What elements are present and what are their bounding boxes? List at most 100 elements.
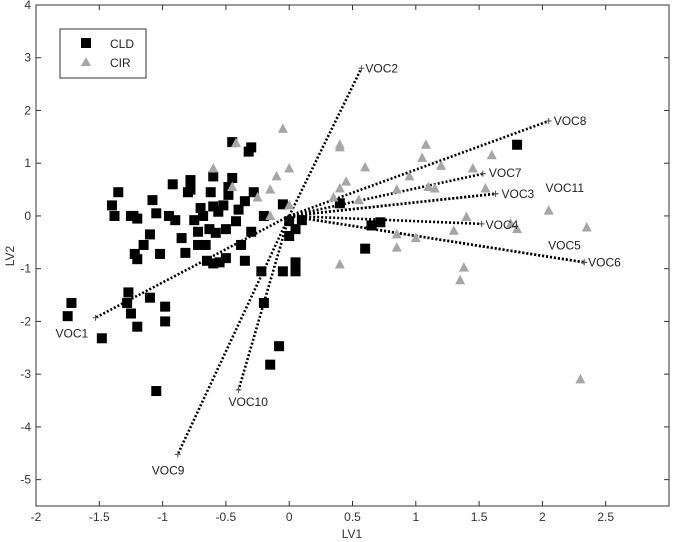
point-cld <box>360 243 371 254</box>
y-tick-label: 4 <box>24 0 31 12</box>
point-cld <box>213 206 224 217</box>
point-cir <box>265 210 276 220</box>
x-tick-label: 0 <box>286 510 293 524</box>
point-cld <box>227 137 238 148</box>
point-cir <box>231 137 242 148</box>
point-cir <box>420 139 431 149</box>
point-cld <box>96 333 107 344</box>
point-cld <box>231 216 242 227</box>
point-cld <box>193 226 204 237</box>
point-cld <box>132 254 143 265</box>
point-cld <box>208 258 219 269</box>
point-cld <box>208 171 219 182</box>
point-cld <box>210 227 221 238</box>
loading-label-voc9: VOC9 <box>152 463 185 477</box>
point-cld <box>246 226 257 237</box>
loading-vector-voc1 <box>94 214 290 319</box>
y-tick-label: 3 <box>24 51 31 65</box>
point-cld <box>256 266 267 277</box>
point-cld <box>151 208 162 219</box>
point-cld <box>208 201 219 212</box>
point-cir <box>208 162 219 173</box>
point-cld <box>258 297 269 308</box>
loading-tip-voc8 <box>545 118 552 125</box>
point-cld <box>170 215 181 226</box>
point-cld <box>239 255 250 266</box>
legend-marker-cir <box>81 57 91 66</box>
point-cld <box>290 224 301 235</box>
x-axis-label: LV1 <box>342 527 363 541</box>
point-cir <box>448 225 459 235</box>
point-cld <box>123 287 134 298</box>
point-cld <box>125 308 136 319</box>
point-cld <box>248 187 259 198</box>
point-cld <box>66 297 77 308</box>
x-tick-label: 2 <box>539 510 546 524</box>
point-cir <box>391 184 402 194</box>
loading-label-voc8: VOC8 <box>554 114 587 128</box>
x-tick-label: -2 <box>31 510 42 524</box>
loading-tip-voc9 <box>174 451 181 458</box>
point-cir <box>391 228 402 239</box>
point-cld <box>138 239 149 250</box>
point-cld <box>122 297 133 308</box>
point-cir <box>252 191 263 202</box>
point-cld <box>189 215 200 226</box>
point-cld <box>132 321 143 332</box>
y-tick-label: 1 <box>24 156 31 170</box>
point-cld <box>185 175 196 186</box>
point-cir <box>391 242 402 252</box>
loading-vectors <box>92 65 588 458</box>
point-cir <box>575 373 586 384</box>
point-cld <box>220 224 231 235</box>
point-cld <box>366 220 377 231</box>
point-cir <box>360 161 371 172</box>
loading-tip-voc10 <box>235 386 242 393</box>
loading-tip-voc4 <box>478 220 485 227</box>
point-cld <box>195 203 206 214</box>
loading-label-voc7: VOC7 <box>489 166 522 180</box>
x-tick-label: -1.5 <box>89 510 110 524</box>
loading-tip-voc1 <box>92 314 99 321</box>
point-cld <box>155 248 166 259</box>
loading-label-voc11: VOC11 <box>546 181 585 195</box>
loading-tip-voc11 <box>492 190 499 197</box>
loading-label-voc5: VOC5 <box>548 238 581 252</box>
loading-vector-voc2 <box>288 67 363 217</box>
point-cld <box>106 200 117 211</box>
point-cld <box>223 189 234 200</box>
loading-label-voc3: VOC3 <box>502 187 535 201</box>
point-cld <box>193 239 204 250</box>
legend-box <box>59 28 147 79</box>
point-cld <box>185 184 196 195</box>
point-cir <box>455 274 466 285</box>
point-cld <box>160 301 171 312</box>
loading-vector-voc4 <box>289 214 482 226</box>
point-cld <box>132 213 143 224</box>
point-cld <box>204 224 215 235</box>
point-cld <box>375 217 386 228</box>
point-cld <box>62 311 73 322</box>
point-cir <box>581 222 592 232</box>
point-cir <box>410 232 421 243</box>
y-tick-label: 2 <box>24 103 31 117</box>
point-cir <box>505 218 516 228</box>
loading-label-voc1: VOC1 <box>56 327 89 341</box>
point-cir <box>404 170 415 181</box>
point-cir <box>467 162 478 173</box>
point-cld <box>284 216 295 227</box>
point-cld <box>277 266 288 277</box>
point-cld <box>205 187 216 198</box>
loading-tip-voc7 <box>479 170 486 177</box>
point-cld <box>274 341 285 352</box>
loading-vector-voc6 <box>288 214 585 264</box>
point-cir <box>271 170 282 181</box>
y-tick-label: -3 <box>20 367 31 381</box>
point-cir <box>458 262 469 272</box>
legend-label-cir: CIR <box>110 56 131 70</box>
point-cir <box>543 205 554 215</box>
point-cir <box>341 176 352 186</box>
point-cld <box>163 210 174 221</box>
point-cld <box>144 229 155 240</box>
